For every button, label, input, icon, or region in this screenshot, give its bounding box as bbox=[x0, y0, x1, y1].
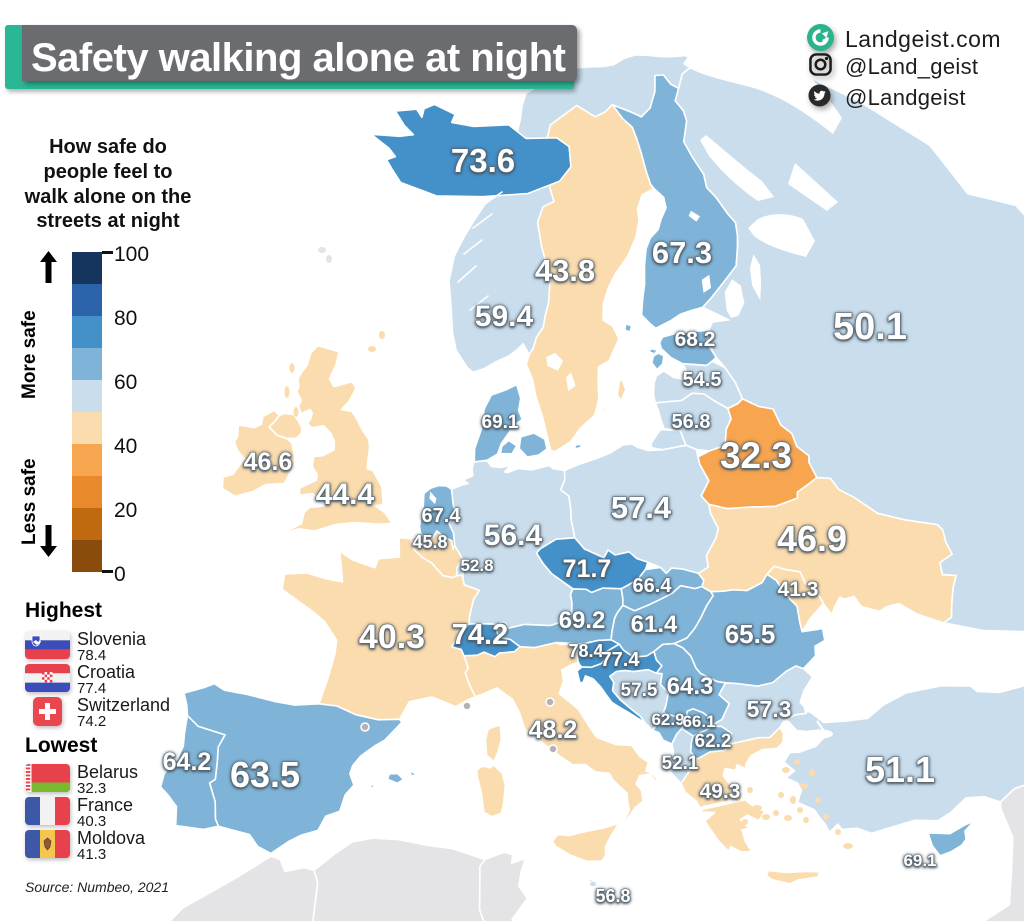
svg-text:52.8: 52.8 bbox=[460, 556, 493, 575]
svg-text:66.4: 66.4 bbox=[633, 575, 673, 597]
svg-text:49.3: 49.3 bbox=[700, 780, 741, 803]
svg-text:74.2: 74.2 bbox=[452, 619, 508, 651]
svg-text:56.4: 56.4 bbox=[484, 519, 543, 552]
svg-text:69.1: 69.1 bbox=[903, 851, 936, 870]
svg-text:62.2: 62.2 bbox=[695, 731, 732, 752]
svg-text:50.1: 50.1 bbox=[833, 306, 907, 348]
svg-text:41.3: 41.3 bbox=[778, 578, 819, 601]
svg-text:61.4: 61.4 bbox=[631, 611, 678, 638]
svg-text:44.4: 44.4 bbox=[316, 478, 375, 511]
svg-text:57.5: 57.5 bbox=[621, 680, 658, 701]
svg-text:46.9: 46.9 bbox=[777, 518, 847, 559]
svg-text:67.3: 67.3 bbox=[652, 235, 712, 270]
svg-text:73.6: 73.6 bbox=[451, 142, 515, 179]
svg-text:62.9: 62.9 bbox=[651, 710, 684, 729]
svg-text:56.8: 56.8 bbox=[672, 411, 711, 433]
svg-text:67.4: 67.4 bbox=[422, 505, 462, 527]
svg-text:71.7: 71.7 bbox=[563, 555, 612, 583]
svg-text:57.3: 57.3 bbox=[747, 696, 792, 722]
svg-text:43.8: 43.8 bbox=[535, 253, 595, 288]
svg-text:56.8: 56.8 bbox=[595, 886, 630, 906]
svg-text:77.4: 77.4 bbox=[601, 649, 641, 671]
svg-text:57.4: 57.4 bbox=[611, 490, 672, 525]
svg-text:54.5: 54.5 bbox=[683, 369, 722, 391]
svg-text:68.2: 68.2 bbox=[675, 328, 716, 351]
svg-text:40.3: 40.3 bbox=[359, 618, 425, 656]
svg-text:64.3: 64.3 bbox=[667, 673, 714, 700]
svg-text:48.2: 48.2 bbox=[529, 716, 578, 744]
svg-text:69.2: 69.2 bbox=[559, 607, 606, 634]
svg-text:78.4: 78.4 bbox=[568, 641, 603, 661]
svg-text:65.5: 65.5 bbox=[725, 619, 776, 649]
svg-text:32.3: 32.3 bbox=[720, 435, 792, 476]
svg-text:63.5: 63.5 bbox=[230, 754, 300, 795]
svg-text:45.8: 45.8 bbox=[412, 532, 447, 552]
svg-text:46.6: 46.6 bbox=[244, 448, 293, 476]
svg-text:69.1: 69.1 bbox=[482, 412, 519, 433]
svg-text:59.4: 59.4 bbox=[475, 300, 534, 333]
svg-text:64.2: 64.2 bbox=[163, 748, 212, 776]
svg-text:66.1: 66.1 bbox=[682, 712, 715, 731]
svg-text:51.1: 51.1 bbox=[865, 749, 935, 790]
svg-text:52.1: 52.1 bbox=[662, 753, 699, 774]
